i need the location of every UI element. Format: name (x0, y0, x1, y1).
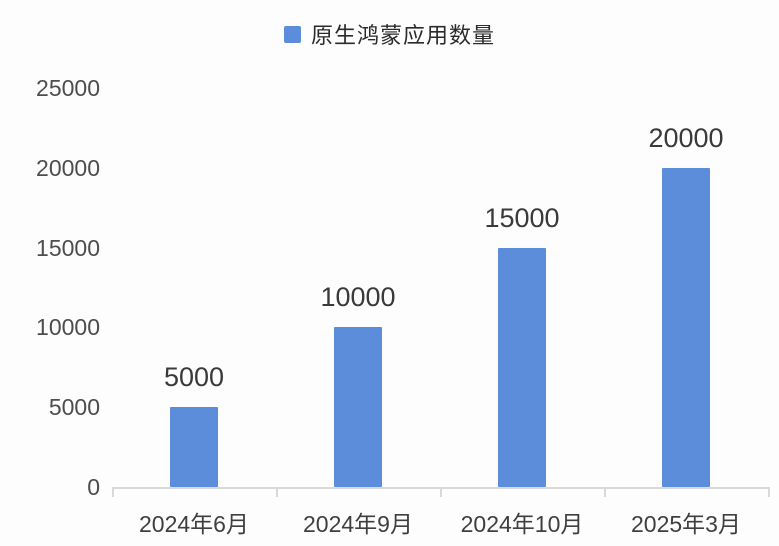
x-axis-tick (112, 487, 114, 497)
bar-value-label: 15000 (484, 202, 560, 233)
bar-2024年9月 (334, 327, 382, 487)
y-tick-label: 5000 (48, 394, 100, 421)
x-axis-tick (276, 487, 278, 497)
x-axis-tick (768, 487, 770, 497)
legend-label: 原生鸿蒙应用数量 (310, 23, 495, 48)
bar-value-label: 20000 (648, 122, 724, 153)
y-tick-label: 15000 (36, 234, 100, 261)
y-tick-label: 10000 (36, 314, 100, 341)
chart-legend: 原生鸿蒙应用数量 (0, 18, 779, 50)
x-axis-tick (440, 487, 442, 497)
x-category-label: 2024年10月 (460, 511, 584, 537)
bar-2025年3月 (662, 167, 710, 487)
y-tick-label: 25000 (36, 75, 100, 101)
y-axis: 0 5000 10000 15000 20000 25000 (0, 0, 100, 546)
bar-2024年10月 (498, 247, 546, 487)
x-category-label: 2024年9月 (303, 511, 413, 537)
y-tick-label: 0 (87, 474, 100, 500)
y-tick-label: 20000 (36, 154, 100, 181)
bar-value-label: 10000 (320, 282, 396, 313)
x-category-label: 2024年6月 (139, 511, 249, 537)
bar-2024年6月 (170, 407, 218, 487)
x-category-label: 2025年3月 (631, 511, 741, 537)
x-axis-tick (604, 487, 606, 497)
x-axis-labels: 2024年6月 2024年9月 2024年10月 2025年3月 (112, 505, 768, 537)
plot-area: 5000 10000 15000 20000 (112, 88, 768, 487)
legend-swatch-icon (283, 25, 301, 43)
bar-value-label: 5000 (163, 362, 225, 393)
